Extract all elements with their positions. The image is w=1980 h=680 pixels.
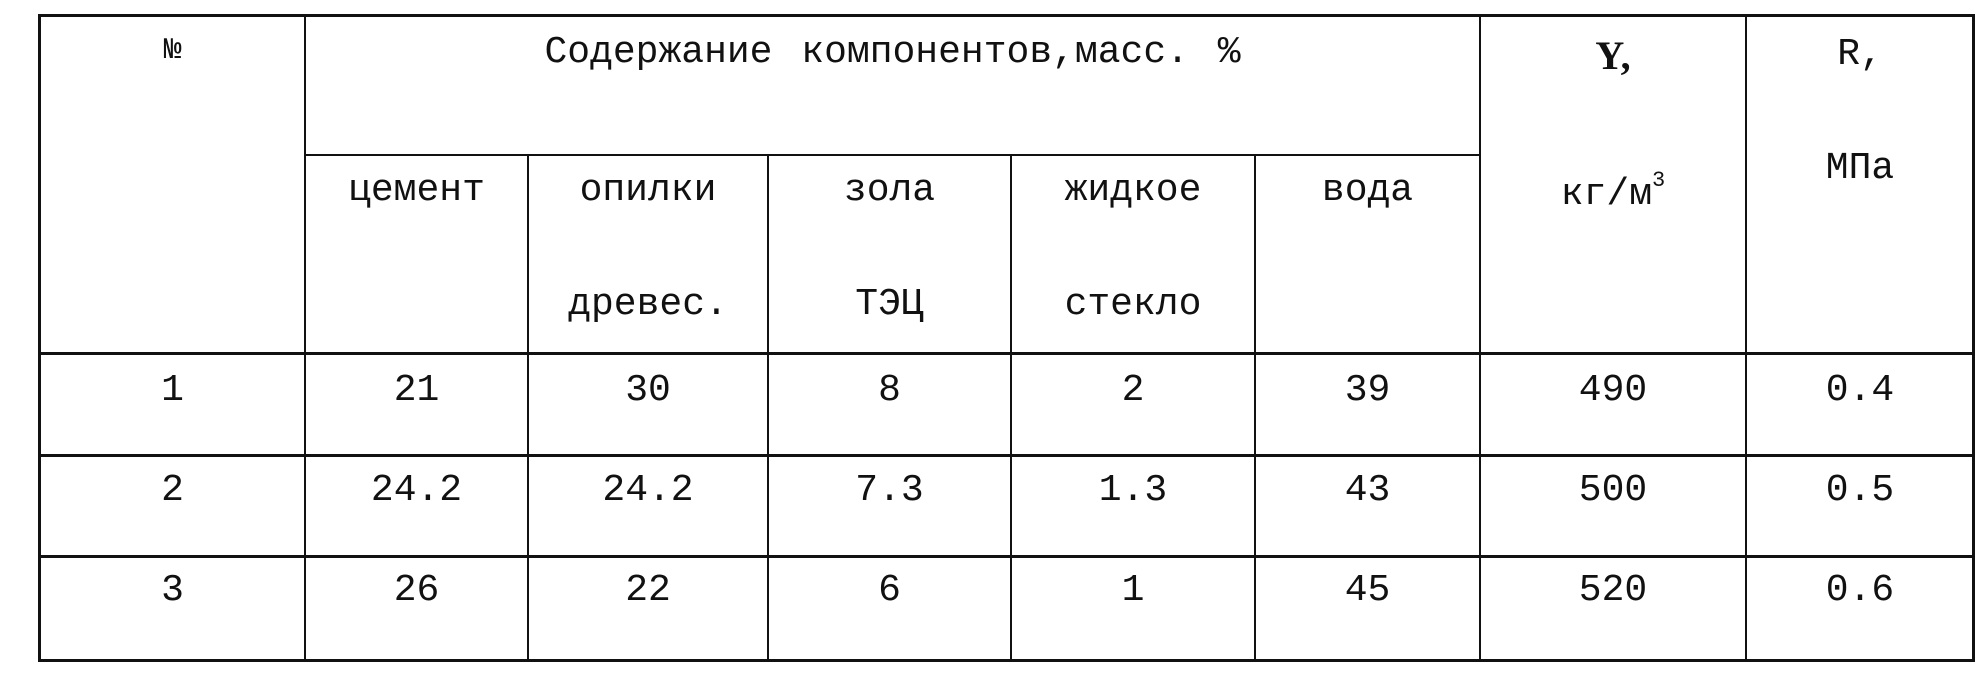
col-divider	[1479, 14, 1481, 662]
table-cell: 7.3	[855, 469, 924, 512]
table-cell: 45	[1344, 569, 1391, 612]
header-strength-symbol: R,	[1837, 33, 1883, 76]
row-divider	[38, 555, 1975, 558]
header-glass: жидкое	[1064, 169, 1202, 212]
table-cell: 22	[625, 569, 671, 612]
col-divider	[767, 155, 769, 662]
table-cell: 39	[1344, 369, 1391, 412]
table-cell: 24.2	[370, 469, 463, 512]
table-cell: 26	[393, 569, 440, 612]
header-water: вода	[1321, 169, 1414, 212]
header-ash: зола	[843, 169, 936, 212]
header-ash-2: ТЭЦ	[855, 283, 924, 326]
table-cell: 0.5	[1825, 469, 1895, 512]
header-sub-divider	[305, 154, 1480, 156]
table-cell: 0.6	[1825, 569, 1895, 612]
table-cell: 2	[1121, 369, 1145, 412]
header-density-symbol: Y,	[1595, 33, 1631, 78]
table-cell: 500	[1578, 469, 1648, 512]
table-cell: 1	[161, 369, 184, 412]
header-glass-2: стекло	[1064, 283, 1202, 326]
header-num: №	[163, 34, 182, 68]
header-sawdust: опилки	[579, 169, 717, 212]
col-divider	[304, 14, 306, 662]
table-cell: 30	[625, 369, 671, 412]
density-unit-text: кг/м	[1560, 173, 1652, 216]
table-cell: 520	[1578, 569, 1648, 612]
header-cement: цемент	[348, 169, 485, 212]
table-cell: 1	[1121, 569, 1145, 612]
density-unit-sup: 3	[1652, 168, 1666, 193]
table-cell: 6	[878, 569, 901, 612]
table-cell: 3	[161, 569, 184, 612]
col-divider	[527, 155, 529, 662]
table-cell: 8	[878, 369, 901, 412]
border-top	[38, 14, 1975, 17]
col-divider	[1010, 155, 1012, 662]
table-cell: 0.4	[1825, 369, 1895, 412]
col-divider	[1745, 14, 1747, 662]
row-divider	[38, 454, 1975, 457]
table-cell: 1.3	[1098, 469, 1168, 512]
table-cell: 490	[1578, 369, 1648, 412]
border-bottom	[38, 659, 1975, 662]
col-divider	[1254, 155, 1256, 662]
table-cell: 24.2	[602, 469, 694, 512]
table-cell: 2	[161, 469, 184, 512]
header-group: Содержание компонентов,масс. %	[544, 31, 1241, 74]
header-density-unit: кг/м3	[1480, 170, 1746, 216]
header-bottom-divider	[38, 352, 1975, 355]
table-cell: 43	[1344, 469, 1391, 512]
table-cell: 21	[393, 369, 440, 412]
border-right	[1972, 14, 1975, 662]
header-strength-unit: МПа	[1825, 147, 1895, 190]
header-sawdust-2: древес.	[568, 283, 728, 326]
border-left	[38, 14, 41, 662]
